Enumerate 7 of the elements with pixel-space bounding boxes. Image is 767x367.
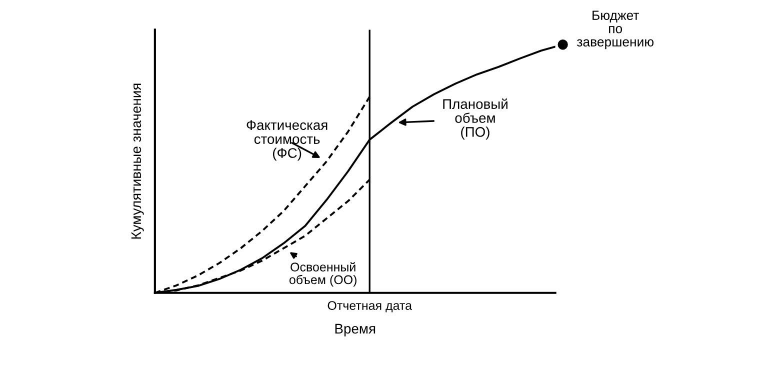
series-label: Освоенный объем (ОО) [289, 262, 356, 287]
y-axis-title: Кумулятивные значения [131, 84, 144, 239]
x-axis-title: Время [335, 324, 376, 336]
text: Отчетная дата [328, 301, 412, 312]
text: Бюджет по завершению [576, 10, 654, 50]
legend-label: Плановый объем (ПО) [443, 98, 508, 140]
series-label: Фактическая стоимость (ФС) [246, 120, 328, 161]
